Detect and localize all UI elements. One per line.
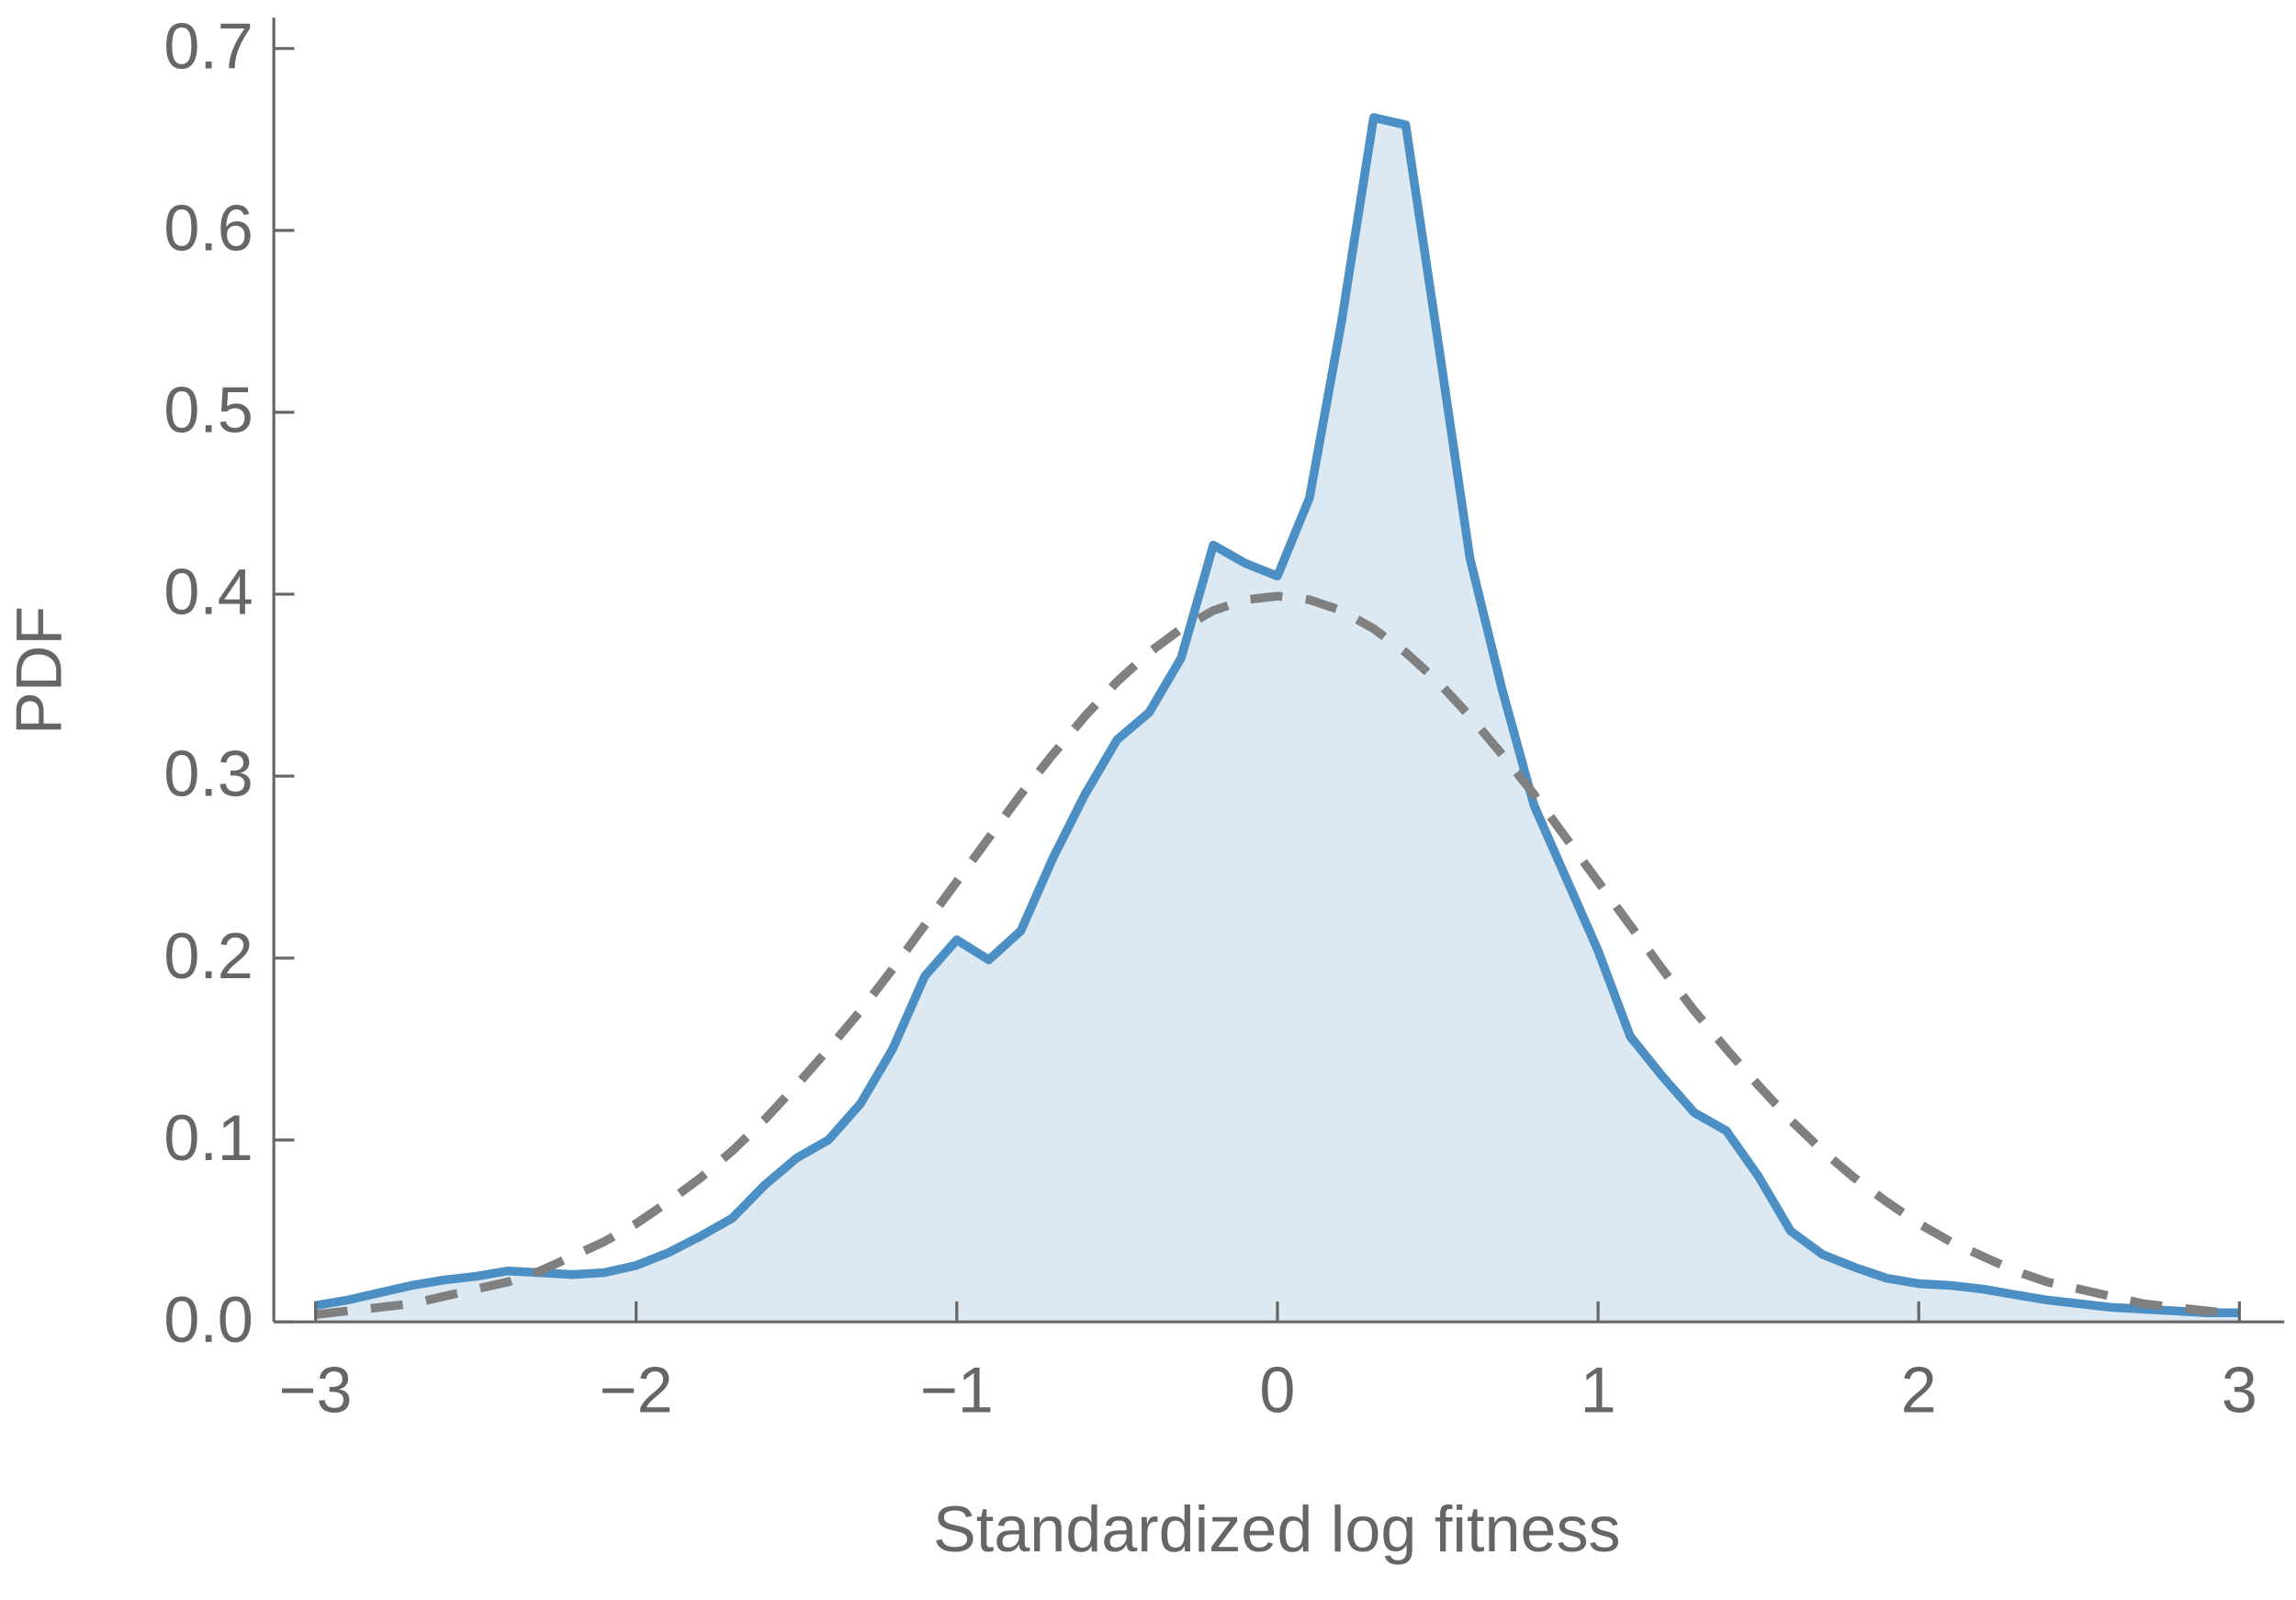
y-tick-label: 0.5 bbox=[163, 375, 253, 446]
x-tick-label: −1 bbox=[920, 1354, 994, 1425]
x-tick-label: 3 bbox=[2222, 1354, 2257, 1425]
y-tick-label: 0.0 bbox=[163, 1284, 253, 1356]
x-axis-label: Standardized log fitness bbox=[933, 1493, 1621, 1565]
y-tick-label: 0.4 bbox=[163, 557, 253, 628]
y-tick-label: 0.3 bbox=[163, 738, 253, 810]
line bbox=[315, 592, 2240, 1319]
y-tick-label: 0.7 bbox=[163, 11, 253, 83]
x-tick-label: 2 bbox=[1901, 1354, 1937, 1425]
x-tick-label: 0 bbox=[1259, 1354, 1295, 1425]
line bbox=[314, 113, 2240, 1318]
y-tick-label: 0.6 bbox=[163, 193, 253, 265]
y-tick-label: 0.1 bbox=[163, 1102, 253, 1174]
area bbox=[315, 117, 2240, 1323]
x-tick-label: −2 bbox=[600, 1354, 673, 1425]
y-axis-label: PDF bbox=[3, 606, 74, 735]
y-tick-label: 0.2 bbox=[163, 920, 253, 992]
x-tick-label: 1 bbox=[1581, 1354, 1616, 1425]
x-tick-label: −3 bbox=[279, 1354, 353, 1425]
